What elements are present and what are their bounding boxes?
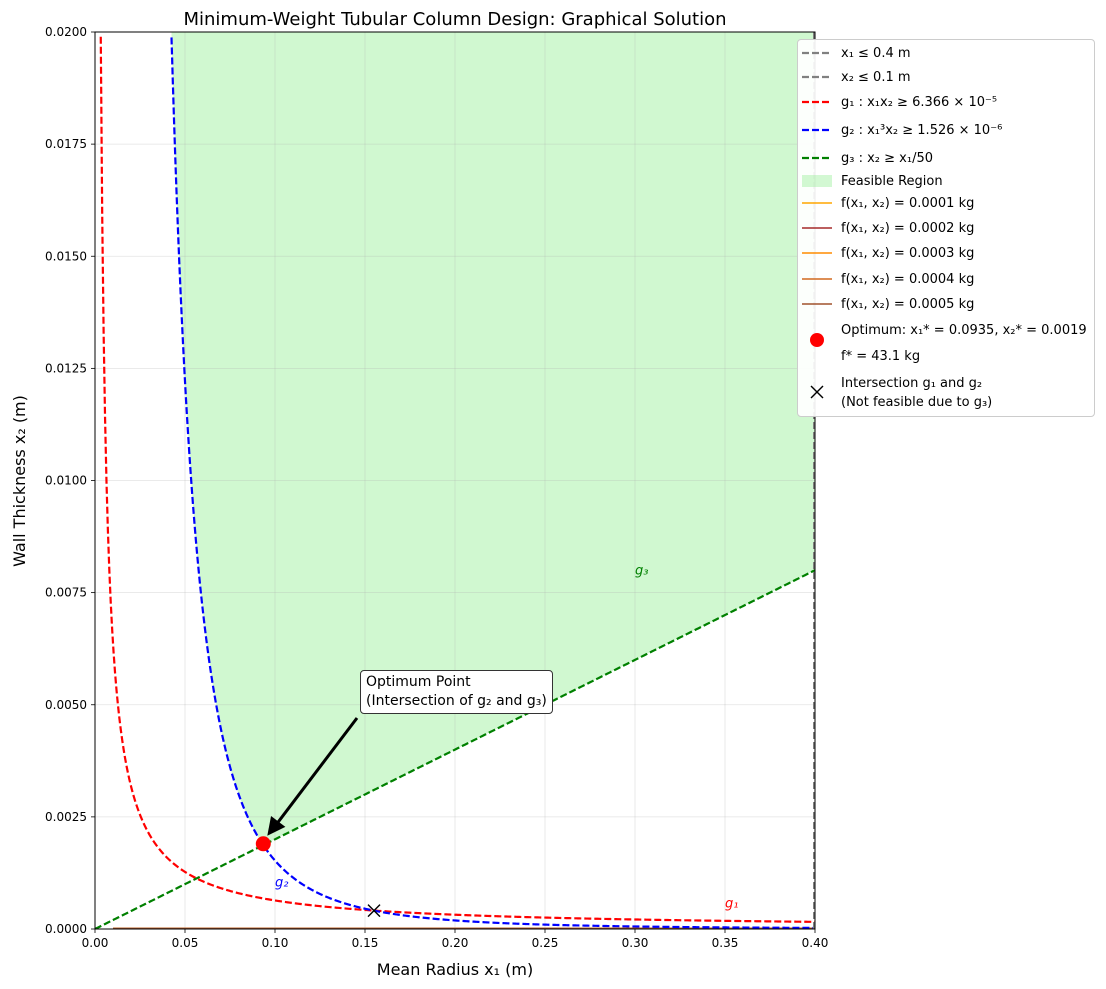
legend-label-intersection-line2: (Not feasible due to g₃)	[841, 395, 993, 410]
legend-line-icon	[802, 302, 832, 305]
x-tick-label: 0.20	[442, 936, 469, 950]
legend-label-intersection: Intersection g₁ and g₂ (Not feasible due…	[841, 375, 992, 411]
optimum-point	[255, 836, 271, 852]
legend-label-contour: f(x₁, x₂) = 0.0005 kg	[841, 296, 975, 312]
legend-label-g1: g₁ : x₁x₂ ≥ 6.366 × 10⁻⁵	[841, 95, 998, 110]
legend-dash-gray-icon	[802, 51, 832, 55]
legend-dash-blue-icon	[802, 128, 832, 132]
legend-label-g2: g₂ : x₁³x₂ ≥ 1.526 × 10⁻⁶	[841, 123, 1003, 138]
g3-line	[95, 569, 815, 929]
legend-dash-gray-icon	[802, 75, 832, 79]
curve-label: g₃	[635, 564, 648, 579]
legend: x₁ ≤ 0.4 m x₂ ≤ 0.1 m g₁ : x₁x₂ ≥ 6.366 …	[797, 39, 1095, 417]
annotation-arrow	[274, 717, 359, 827]
legend-label-optimum-line2: f* = 43.1 kg	[841, 349, 921, 364]
plot-frame	[94, 31, 816, 930]
y-axis-label: Wall Thickness x₂ (m)	[10, 395, 29, 567]
optimum-annotation: Optimum Point (Intersection of g₂ and g₃…	[360, 670, 553, 714]
y-tick-label: 0.0175	[45, 137, 87, 151]
legend-label-contour: f(x₁, x₂) = 0.0004 kg	[841, 271, 975, 287]
legend-label-contour: f(x₁, x₂) = 0.0002 kg	[841, 221, 975, 237]
x-tick-label: 0.40	[802, 936, 829, 950]
legend-label-g3: g₃ : x₂ ≥ x₁/50	[841, 151, 933, 166]
annotation-arrowhead	[267, 816, 286, 836]
legend-label-x1-bound: x₁ ≤ 0.4 m	[841, 46, 911, 61]
curve-label: g₂	[275, 875, 288, 890]
legend-label-x2-bound: x₂ ≤ 0.1 m	[841, 70, 911, 85]
x-tick-label: 0.25	[532, 936, 559, 950]
y-tick-label: 0.0000	[45, 922, 87, 936]
y-tick-label: 0.0075	[45, 586, 87, 600]
x-tick-label: 0.15	[352, 936, 379, 950]
optimum-annotation-line1: Optimum Point	[366, 674, 471, 690]
y-tick-label: 0.0050	[45, 698, 87, 712]
legend-label-contour: f(x₁, x₂) = 0.0001 kg	[841, 196, 975, 211]
legend-label-optimum-line1: Optimum: x₁* = 0.0935, x₂* = 0.0019	[841, 323, 1087, 338]
x-tick-label: 0.30	[622, 936, 649, 950]
optimum-annotation-line2: (Intersection of g₂ and g₃)	[366, 693, 547, 709]
marker-layer	[255, 717, 381, 918]
axes-layer: 0.00 0.05 0.10 0.15 0.20 0.25 0.30 0.35 0.40 0.00…	[45, 25, 828, 950]
legend-line-icon	[802, 252, 832, 255]
legend-label-contour: f(x₁, x₂) = 0.0003 kg	[841, 246, 975, 262]
legend-line-icon	[802, 202, 832, 204]
x-tick-label: 0.35	[712, 936, 739, 950]
y-tick-label: 0.0100	[45, 474, 87, 488]
x-tick-label: 0.00	[82, 936, 109, 950]
g2-curve	[170, 37, 815, 929]
x-tick-label: 0.10	[262, 936, 289, 950]
curve-label-layer: g₃ g₂ g₁	[275, 564, 738, 912]
curve-label: g₁	[725, 896, 738, 911]
y-tick-label: 0.0025	[45, 810, 87, 824]
feasible-region	[171, 32, 815, 845]
legend-line-icon	[802, 277, 832, 280]
legend-line-icon	[802, 227, 832, 229]
intersection-marker	[367, 904, 381, 918]
legend-x-marker-icon	[810, 385, 824, 399]
legend-label-feasible: Feasible Region	[841, 174, 943, 189]
x-tick-label: 0.05	[172, 936, 199, 950]
legend-label-optimum: Optimum: x₁* = 0.0935, x₂* = 0.0019 f* =…	[841, 322, 1087, 365]
x-axis-label: Mean Radius x₁ (m)	[377, 960, 533, 979]
legend-swatch-green-icon	[802, 175, 832, 187]
legend-red-dot-icon	[810, 333, 824, 347]
legend-dash-red-icon	[802, 100, 832, 104]
y-tick-label: 0.0125	[45, 361, 87, 375]
legend-label-intersection-line1: Intersection g₁ and g₂	[841, 376, 983, 391]
chart-title: Minimum-Weight Tubular Column Design: Gr…	[183, 9, 726, 30]
g1-curve	[99, 36, 815, 923]
y-tick-label: 0.0200	[45, 25, 87, 39]
feasible-region-layer	[171, 32, 815, 845]
y-tick-label: 0.0150	[45, 249, 87, 263]
legend-dash-green-icon	[802, 156, 832, 160]
